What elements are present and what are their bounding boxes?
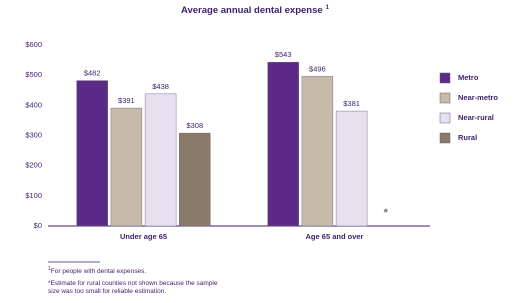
legend-swatch bbox=[439, 92, 451, 104]
chart-title: Average annual dental expense 1 bbox=[181, 5, 330, 16]
legend-label: Metro bbox=[458, 73, 479, 82]
title-note: 1 bbox=[326, 5, 330, 11]
value-label: $543 bbox=[275, 50, 292, 59]
value-label: $438 bbox=[152, 82, 169, 91]
y-tick-label: $400 bbox=[25, 100, 42, 109]
bar bbox=[179, 132, 211, 227]
legend-swatch bbox=[439, 72, 451, 84]
value-label: $391 bbox=[118, 96, 135, 105]
bar bbox=[335, 110, 368, 227]
value-label: $482 bbox=[84, 69, 101, 78]
value-label: $496 bbox=[309, 64, 326, 73]
footnote-text: Estimate for rural counties not shown be… bbox=[48, 280, 218, 295]
x-tick-label: Under age 65 bbox=[120, 232, 167, 241]
legend-label: Near-rural bbox=[458, 113, 494, 122]
missing-marker: * bbox=[384, 207, 389, 219]
bar bbox=[110, 107, 143, 227]
footnote-marker: * bbox=[48, 280, 51, 287]
bar bbox=[144, 93, 177, 227]
footnote: 1For people with dental expenses. bbox=[48, 265, 248, 276]
x-tick-label: Age 65 and over bbox=[306, 232, 364, 241]
bar bbox=[301, 76, 334, 227]
bar bbox=[267, 61, 299, 227]
value-label: $308 bbox=[186, 121, 203, 130]
y-tick-label: $300 bbox=[25, 130, 42, 139]
legend-swatch bbox=[439, 132, 451, 144]
y-tick-label: $600 bbox=[25, 40, 42, 49]
footnote-marker: 1 bbox=[48, 266, 51, 272]
legend-label: Rural bbox=[458, 133, 477, 142]
y-tick-label: $200 bbox=[25, 161, 42, 170]
bar bbox=[76, 80, 108, 227]
footnote: *Estimate for rural counties not shown b… bbox=[48, 280, 223, 296]
legend-label: Near-metro bbox=[458, 93, 498, 102]
title-text: Average annual dental expense bbox=[181, 5, 323, 16]
value-label: $381 bbox=[343, 99, 360, 108]
footnote-text: For people with dental expenses. bbox=[50, 268, 147, 276]
y-tick-label: $500 bbox=[25, 70, 42, 79]
legend-swatch bbox=[439, 112, 451, 124]
y-tick-label: $100 bbox=[25, 191, 42, 200]
y-tick-label: $0 bbox=[34, 221, 42, 230]
